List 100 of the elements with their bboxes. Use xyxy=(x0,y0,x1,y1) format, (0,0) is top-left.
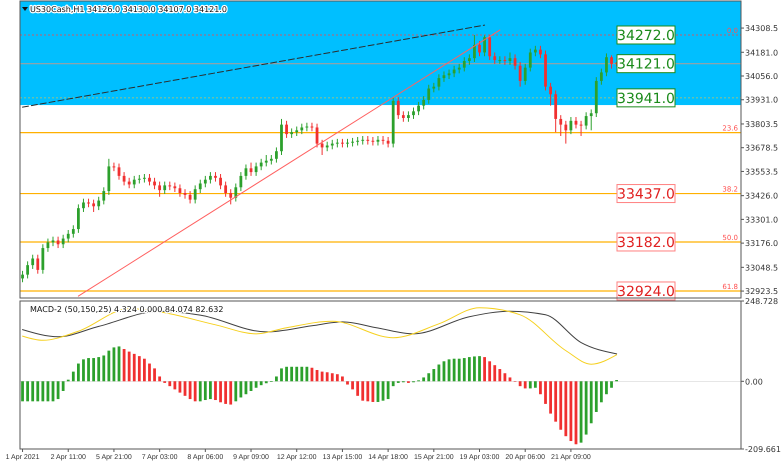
y-tick-label: 33426.0 xyxy=(745,192,778,201)
candlestick xyxy=(254,162,258,176)
text: US30Cash,H1 34126.0 34130.0 34107.0 34121.0 xyxy=(30,5,227,14)
bar xyxy=(280,368,283,382)
bar xyxy=(178,381,182,393)
y-tick-label: 33803.5 xyxy=(745,120,778,129)
candlestick xyxy=(204,175,207,188)
candlestick xyxy=(412,107,415,120)
y-tick-label: 0.00 xyxy=(745,377,763,386)
ref-line-label: 34121.0 xyxy=(617,56,675,73)
bar xyxy=(498,369,502,382)
bar xyxy=(473,356,476,382)
candlestick xyxy=(320,139,324,156)
bar xyxy=(209,381,212,400)
bar xyxy=(138,356,141,382)
bar xyxy=(92,358,96,382)
candlestick xyxy=(448,69,450,80)
bar xyxy=(46,381,50,402)
candlestick xyxy=(148,173,151,186)
bar xyxy=(341,376,344,382)
bar xyxy=(250,381,252,391)
candlestick xyxy=(518,61,522,88)
bar xyxy=(539,381,542,394)
bar xyxy=(290,366,294,382)
bar xyxy=(214,381,217,400)
candlestick xyxy=(442,70,446,82)
candlestick xyxy=(468,54,471,66)
bar xyxy=(21,381,24,402)
candlestick xyxy=(483,34,486,57)
candlestick xyxy=(584,112,588,130)
bar xyxy=(82,359,85,382)
candlestick xyxy=(402,110,405,122)
ref-line-label: 32924.0 xyxy=(617,284,675,300)
candlestick xyxy=(239,172,242,192)
bar xyxy=(56,381,60,400)
bar xyxy=(427,373,430,382)
candlestick xyxy=(21,270,24,283)
bar xyxy=(483,357,486,382)
candlestick xyxy=(580,120,582,137)
candlestick xyxy=(310,122,314,132)
bar xyxy=(462,358,466,382)
candlestick xyxy=(508,52,512,66)
bar xyxy=(458,358,461,382)
candlestick xyxy=(224,181,228,198)
y-tick-label: 33678.5 xyxy=(745,144,778,153)
candlestick xyxy=(290,128,294,138)
bar xyxy=(320,372,324,382)
candlestick xyxy=(437,74,440,91)
bar xyxy=(432,369,436,382)
candlestick xyxy=(514,54,516,70)
bar xyxy=(275,376,278,382)
bar xyxy=(346,381,349,385)
bar xyxy=(468,357,471,382)
bar xyxy=(508,377,512,382)
candlestick xyxy=(72,224,75,238)
y-tick-label: 34056.0 xyxy=(745,72,778,82)
y-tick-label: -209.661 xyxy=(745,445,781,454)
bar xyxy=(244,381,248,394)
candlestick xyxy=(102,186,106,205)
bar xyxy=(336,374,339,382)
candlestick xyxy=(407,110,410,122)
bar xyxy=(600,381,603,402)
candlestick xyxy=(132,175,136,189)
bar xyxy=(153,368,156,382)
bar xyxy=(118,346,120,382)
bar xyxy=(330,373,334,382)
bar xyxy=(493,365,496,382)
y-tick-label: 33048.5 xyxy=(745,263,778,272)
candlestick xyxy=(600,68,603,86)
candlestick xyxy=(386,136,390,148)
candlestick xyxy=(250,162,252,176)
candlestick xyxy=(194,184,197,204)
candlestick xyxy=(178,184,182,198)
ref-line-label: 33941.0 xyxy=(617,90,675,107)
bar xyxy=(442,361,446,382)
ref-line-label: 33182.0 xyxy=(617,234,675,251)
bar xyxy=(386,381,390,400)
candlestick xyxy=(128,177,131,189)
bar xyxy=(610,381,613,388)
candlestick xyxy=(458,63,461,74)
candlestick xyxy=(260,158,263,171)
candlestick xyxy=(549,82,552,106)
y-tick-label: 33301.0 xyxy=(745,215,778,224)
bar xyxy=(584,381,588,435)
bar xyxy=(188,381,192,400)
bar xyxy=(122,349,126,382)
candlestick xyxy=(590,108,593,131)
candlestick xyxy=(605,52,608,77)
candlestick xyxy=(330,139,334,150)
candlestick xyxy=(52,236,54,247)
candlestick xyxy=(488,34,492,61)
candlestick xyxy=(574,116,578,129)
bar xyxy=(356,381,360,396)
bar xyxy=(371,381,374,402)
candlestick xyxy=(570,116,572,135)
bar xyxy=(76,364,80,382)
candlestick xyxy=(264,154,268,167)
bar xyxy=(437,364,440,382)
candlestick xyxy=(209,172,212,184)
bar xyxy=(544,381,547,404)
